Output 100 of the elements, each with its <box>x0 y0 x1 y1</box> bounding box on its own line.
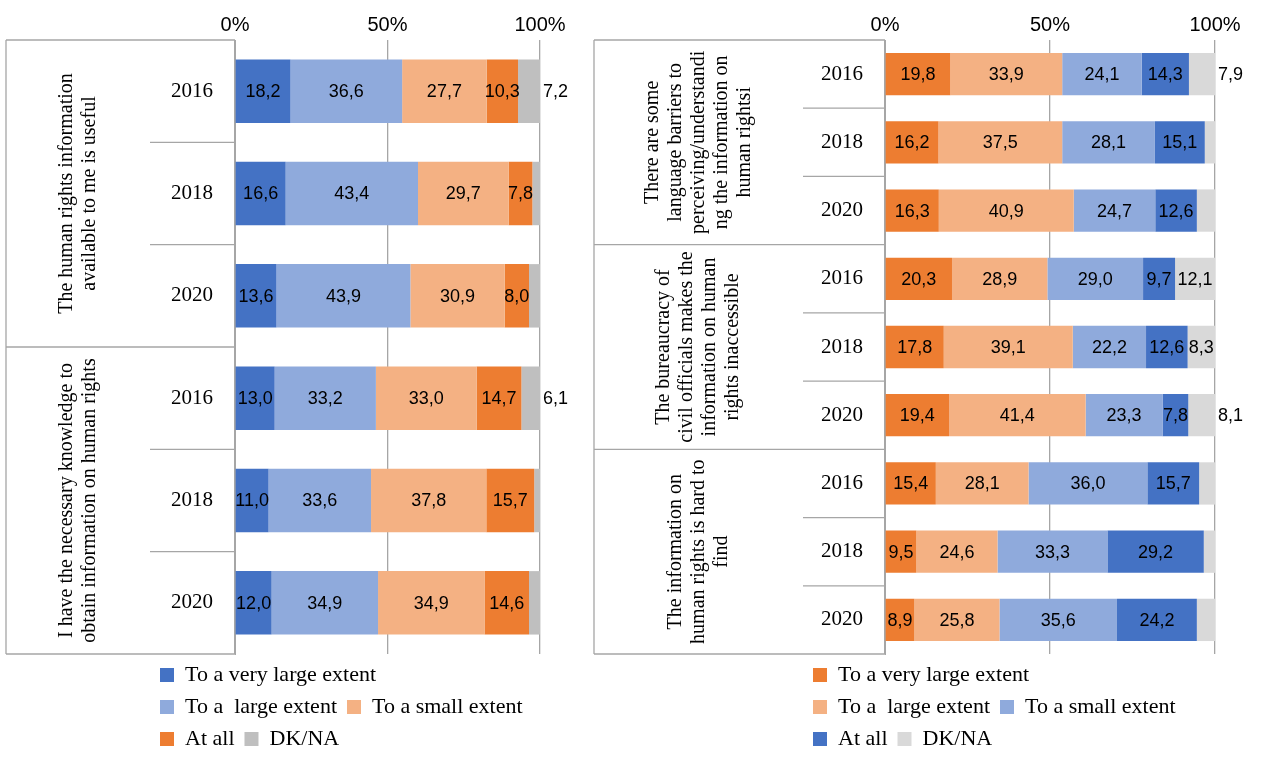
data-label: 13,6 <box>238 285 274 306</box>
data-label: 12,1 <box>1177 268 1213 289</box>
bar <box>268 468 372 533</box>
legend-label: To a small extent <box>1024 692 1176 718</box>
bar <box>1107 530 1204 573</box>
bar <box>997 530 1108 573</box>
data-label: 12,6 <box>1158 200 1194 221</box>
bar <box>950 52 1063 96</box>
bar <box>274 366 376 430</box>
bar <box>235 366 275 430</box>
bar <box>885 189 939 232</box>
bar <box>1085 394 1163 437</box>
data-label: 33,3 <box>1034 541 1070 562</box>
bar <box>885 462 936 505</box>
bar <box>521 366 540 430</box>
data-label: 28,9 <box>982 268 1018 289</box>
data-label: 16,3 <box>894 200 930 221</box>
x-tick-label: 0% <box>870 12 900 35</box>
data-label: 33,9 <box>988 64 1024 85</box>
data-label: 37,5 <box>982 132 1018 153</box>
data-label: 39,1 <box>990 336 1026 357</box>
text: I have the necessary knowledge to obtain information on human rights <box>53 358 100 643</box>
x-tick-label: 50% <box>1029 12 1071 35</box>
data-label: 24,6 <box>939 541 975 562</box>
data-label: 23,3 <box>1106 405 1142 426</box>
legend-label: At all <box>838 724 888 750</box>
legend-label: DK/NA <box>269 724 340 750</box>
data-label: 7,8 <box>1162 405 1188 426</box>
bar <box>534 468 540 533</box>
data-label: 14,6 <box>489 592 525 613</box>
bar <box>885 394 950 437</box>
data-label: 11,0 <box>235 490 269 511</box>
bar <box>885 325 944 369</box>
bar <box>949 394 1086 437</box>
bar <box>1147 462 1200 505</box>
data-label: 33,0 <box>408 388 444 409</box>
bar <box>402 59 487 123</box>
data-label: 24,1 <box>1084 64 1120 85</box>
y-tick-label: 2020 <box>821 197 863 222</box>
bar <box>1199 462 1215 505</box>
data-label: 7,2 <box>543 81 569 102</box>
y-tick-label: 2020 <box>171 282 213 307</box>
data-label: 8,0 <box>504 285 530 306</box>
data-label: 37,8 <box>411 490 447 511</box>
bar <box>1188 52 1215 96</box>
data-label: 6,1 <box>543 388 569 409</box>
data-label: 12,6 <box>1149 336 1185 357</box>
y-tick-label: 2016 <box>171 384 213 409</box>
text: The bureaucracy of civil officials makes the information on human rights inaccessible <box>651 251 744 443</box>
data-label: 43,9 <box>325 285 361 306</box>
data-label: 15,4 <box>893 473 929 494</box>
y-tick-label: 2016 <box>171 77 213 102</box>
bar <box>1116 598 1197 642</box>
text: There are some language barriers to perceiving/understanding the information on human rightsi <box>639 50 755 234</box>
data-label: 24,2 <box>1139 609 1175 630</box>
data-label: 17,8 <box>897 336 933 357</box>
bar <box>235 59 291 123</box>
y-tick-label: 2018 <box>171 487 213 512</box>
legend-label: To a small extent <box>371 692 523 718</box>
bar <box>1073 189 1156 232</box>
x-tick-label: 100% <box>1189 12 1241 35</box>
x-tick-label: 100% <box>514 12 566 35</box>
data-label: 29,2 <box>1138 541 1174 562</box>
data-label: 16,2 <box>894 132 930 153</box>
data-label: 40,9 <box>988 200 1024 221</box>
bar <box>410 264 505 328</box>
x-tick-label: 0% <box>220 12 250 35</box>
bar <box>529 571 540 635</box>
y-tick-label: 2020 <box>821 401 863 426</box>
data-label: 30,9 <box>439 285 476 306</box>
bar <box>1155 189 1197 232</box>
bar <box>290 59 403 123</box>
y-tick-label: 2016 <box>821 60 863 85</box>
data-label: 19,4 <box>899 405 935 426</box>
data-label: 13,0 <box>237 388 273 409</box>
data-label: 14,3 <box>1147 64 1183 85</box>
bar <box>1154 121 1205 164</box>
data-label: 22,2 <box>1091 336 1127 357</box>
x-tick-label: 50% <box>367 12 408 35</box>
data-label: 33,2 <box>307 388 343 409</box>
legend-label: To a large extent <box>838 692 990 718</box>
bar <box>1203 530 1215 573</box>
data-label: 7,8 <box>507 183 533 204</box>
bar <box>885 52 951 96</box>
data-label: 9,7 <box>1146 268 1172 289</box>
data-label: 29,0 <box>1077 268 1113 289</box>
bar <box>271 571 379 635</box>
bar <box>916 530 998 573</box>
data-label: 8,9 <box>887 609 913 630</box>
data-label: 19,8 <box>900 64 936 85</box>
data-label: 43,4 <box>334 183 370 204</box>
bar <box>885 257 952 300</box>
bar <box>1072 325 1147 369</box>
bar <box>938 189 1074 232</box>
bar <box>476 366 522 430</box>
bar <box>1196 598 1215 642</box>
bar <box>529 264 540 328</box>
data-label: 8,3 <box>1188 336 1214 357</box>
data-label: 12,0 <box>236 592 272 613</box>
legend-label: DK/NA <box>922 724 993 750</box>
